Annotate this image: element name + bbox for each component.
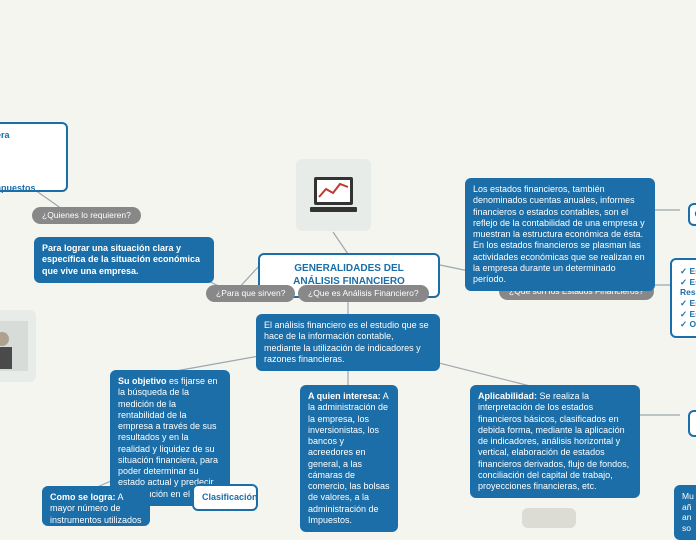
image-laptop-chart	[296, 159, 371, 231]
node-purpose: Para lograr una situación clara y especí…	[34, 237, 214, 283]
interesa-label: A quien interesa:	[308, 391, 381, 401]
image-small-bottom	[522, 508, 576, 528]
node-top-left-line1: inanciera	[0, 130, 58, 141]
node-bottom-right: Mu añ an so	[674, 485, 696, 540]
node-como: Como se logra: A mayor número de instrum…	[42, 486, 150, 526]
pill-para-que: ¿Para que sirven?	[206, 285, 295, 302]
aplicab-label: Aplicabilidad:	[478, 391, 537, 401]
node-def-estados: Los estados financieros, también denomin…	[465, 178, 655, 291]
node-interesa: A quien interesa: A la administración de…	[300, 385, 398, 532]
objetivo-label: Su objetivo	[118, 376, 167, 386]
node-aplicabilidad: Aplicabilidad: Se realiza la interpretac…	[470, 385, 640, 498]
node-top-left-line2: cias a de Impuestos	[0, 171, 58, 194]
interesa-text: A la administración de la empresa, los i…	[308, 391, 390, 525]
como-label: Como se logra:	[50, 492, 116, 502]
node-clasificacion: Clasificación	[192, 484, 258, 511]
node-def-analisis: El análisis financiero es el estudio que…	[256, 314, 440, 371]
image-person	[0, 310, 36, 382]
objetivo-text: es fijarse en la búsqueda de la medición…	[118, 376, 218, 499]
node-right-p: P	[688, 410, 696, 437]
pill-que-analisis: ¿Que es Análisis Financiero?	[298, 285, 429, 302]
node-purpose-text: Para lograr una situación clara y especí…	[42, 243, 200, 276]
node-top-left: inanciera cias a de Impuestos	[0, 122, 68, 192]
node-right-o: O	[688, 203, 696, 226]
aplicab-text: Se realiza la interpretación de los esta…	[478, 391, 629, 491]
node-right-checklist: ✓ Est ✓ Est Resul ✓ Est ✓ Est ✓ Ot	[670, 258, 696, 338]
pill-quienes: ¿Quienes lo requieren?	[32, 207, 141, 224]
